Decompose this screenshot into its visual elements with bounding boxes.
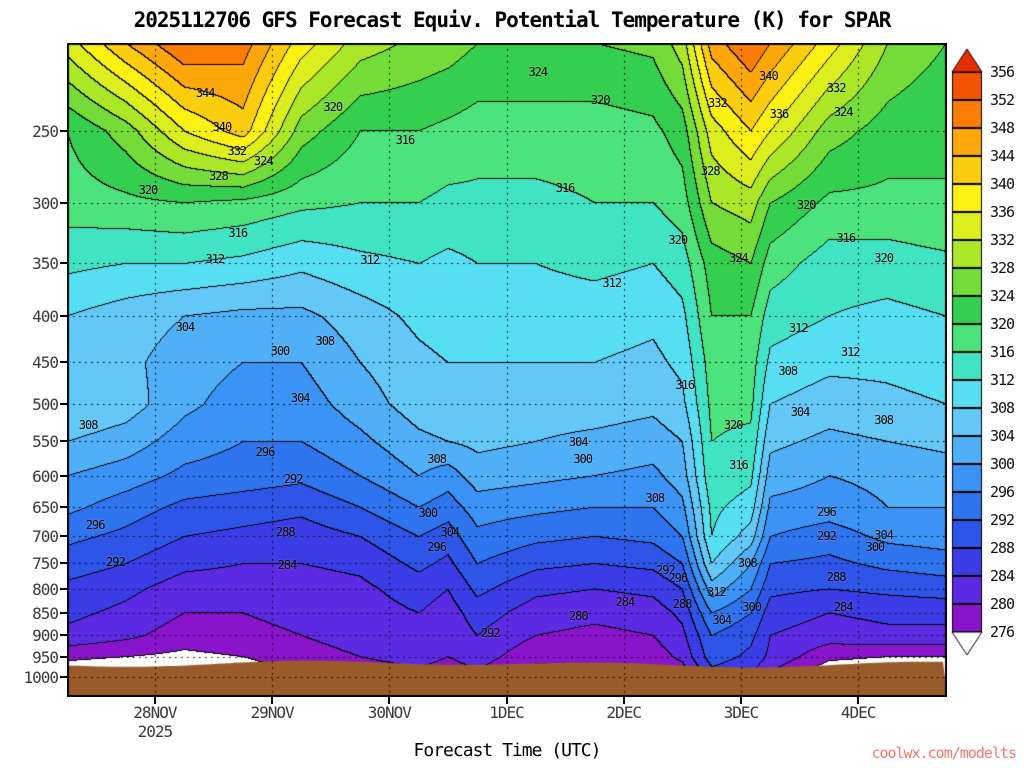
- y-tick-label: 700: [32, 527, 59, 547]
- x-tick-mark: [622, 697, 625, 704]
- y-tick-mark: [60, 634, 67, 637]
- y-tick-label: 650: [32, 498, 59, 518]
- y-tick-mark: [60, 314, 67, 317]
- y-tick-label: 750: [32, 554, 59, 574]
- x-tick-mark: [388, 697, 391, 704]
- y-tick-label: 1000: [23, 667, 59, 687]
- x-tick-label: 28NOV: [133, 703, 177, 722]
- x-tick-mark: [857, 697, 860, 704]
- y-tick-mark: [60, 440, 67, 443]
- y-tick-label: 250: [32, 121, 59, 141]
- colorbar-label: 312: [990, 371, 1015, 389]
- colorbar-canvas: [950, 48, 984, 660]
- y-tick-label: 450: [32, 353, 59, 373]
- x-tick-mark: [739, 697, 742, 704]
- y-tick-mark: [60, 129, 67, 132]
- x-tick-mark: [505, 697, 508, 704]
- colorbar-label: 348: [990, 119, 1015, 137]
- colorbar-label: 296: [990, 483, 1015, 501]
- x-tick-label: 1DEC: [489, 703, 525, 722]
- colorbar-label: 320: [990, 315, 1015, 333]
- x-tick-label: 2DEC: [606, 703, 642, 722]
- x-tick-mark: [153, 697, 156, 704]
- y-tick-mark: [60, 506, 67, 509]
- colorbar-label: 276: [990, 623, 1015, 641]
- x-tick-label: 3DEC: [723, 703, 760, 722]
- colorbar-label: 344: [990, 147, 1015, 165]
- y-tick-mark: [60, 361, 67, 364]
- contour-plot-canvas: [67, 43, 947, 697]
- colorbar-label: 304: [990, 427, 1015, 445]
- watermark: coolwx.com/modelts: [871, 744, 1017, 762]
- colorbar-label: 292: [990, 511, 1015, 529]
- y-tick-label: 600: [32, 466, 59, 486]
- chart-title: 2025112706 GFS Forecast Equiv. Potential…: [133, 8, 892, 32]
- x-axis-title: Forecast Time (UTC): [413, 740, 602, 761]
- colorbar-label: 332: [990, 231, 1015, 249]
- plot-area: 344 340 332 328 324 320 316 312 320 324 316 320 316 3…: [67, 43, 947, 697]
- y-tick-mark: [60, 262, 67, 265]
- y-tick-label: 350: [32, 254, 59, 274]
- y-tick-mark: [60, 655, 67, 658]
- x-tick-label: 30NOV: [367, 703, 412, 722]
- x-tick-label: 29NOV: [250, 703, 295, 722]
- y-tick-mark: [60, 535, 67, 538]
- y-tick-label: 400: [32, 306, 59, 326]
- colorbar-label: 308: [990, 399, 1015, 417]
- y-tick-label: 300: [32, 193, 59, 213]
- colorbar-label: 356: [990, 63, 1015, 81]
- y-tick-label: 550: [32, 432, 59, 452]
- colorbar-label: 324: [990, 287, 1015, 305]
- y-tick-mark: [60, 562, 67, 565]
- y-tick-label: 950: [32, 647, 59, 667]
- colorbar-label: 352: [990, 91, 1015, 109]
- colorbar-label: 284: [990, 567, 1015, 585]
- y-tick-label: 500: [32, 394, 59, 414]
- y-tick-label: 900: [32, 626, 59, 646]
- y-tick-mark: [60, 201, 67, 204]
- y-tick-label: 850: [32, 603, 59, 623]
- y-tick-mark: [60, 675, 67, 678]
- colorbar-label: 280: [990, 595, 1015, 613]
- colorbar-label: 328: [990, 259, 1015, 277]
- x-tick-label: 4DEC: [840, 703, 877, 722]
- y-tick-mark: [60, 587, 67, 590]
- colorbar-label: 288: [990, 539, 1015, 557]
- x-year-label: 2025: [137, 722, 174, 741]
- colorbar: [950, 48, 984, 664]
- colorbar-label: 300: [990, 455, 1015, 473]
- y-tick-label: 800: [32, 579, 59, 599]
- y-tick-mark: [60, 402, 67, 405]
- y-tick-mark: [60, 611, 67, 614]
- colorbar-label: 316: [990, 343, 1015, 361]
- y-tick-mark: [60, 474, 67, 477]
- colorbar-label: 336: [990, 203, 1015, 221]
- x-tick-mark: [271, 697, 274, 704]
- colorbar-label: 340: [990, 175, 1015, 193]
